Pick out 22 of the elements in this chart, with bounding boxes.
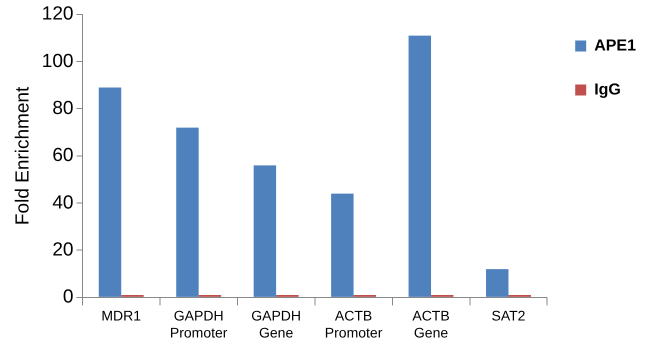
bar: [331, 194, 354, 297]
y-tick-label: 80: [52, 98, 74, 119]
y-tick-label: 100: [42, 50, 74, 72]
y-axis-title: Fold Enrichment: [12, 86, 34, 226]
y-tick-label: 120: [42, 4, 74, 25]
x-tick-label: GAPDH Promoter: [170, 308, 228, 340]
bar: [254, 165, 276, 297]
x-tick-label: SAT2: [491, 308, 526, 324]
y-tick-label: 60: [52, 145, 74, 166]
bar: [98, 88, 122, 297]
bar: [176, 128, 199, 297]
bar: [408, 36, 432, 297]
x-tick-label: MDR1: [101, 308, 142, 324]
bar: [486, 269, 508, 297]
x-tick-label: GAPDH Gene: [251, 308, 302, 340]
legend-label: IgG: [594, 81, 621, 98]
x-tick-label: ACTB Gene: [412, 308, 450, 340]
legend-label: APE1: [594, 37, 636, 54]
y-tick-label: 20: [52, 239, 74, 260]
y-tick-label: 40: [52, 192, 74, 214]
x-tick-label: ACTB Promoter: [324, 308, 383, 340]
y-tick-label: 0: [62, 286, 74, 308]
